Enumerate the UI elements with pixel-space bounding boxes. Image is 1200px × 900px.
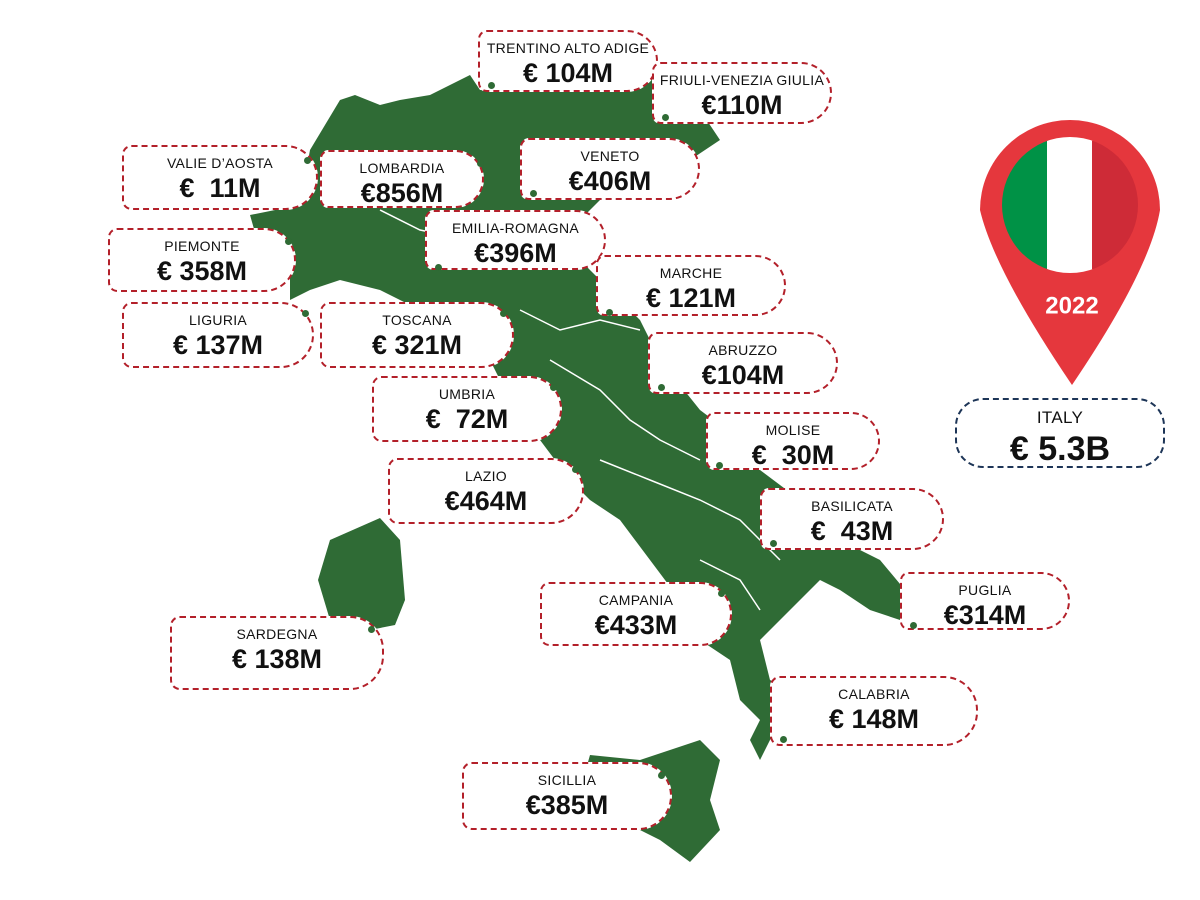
region-label: PUGLIA €314M: [900, 572, 1070, 630]
sardinia: [318, 518, 405, 632]
region-label: UMBRIA € 72M: [372, 376, 562, 442]
region-dot: [304, 157, 311, 164]
region-name: LAZIO: [465, 468, 507, 484]
year: 2022: [1045, 292, 1098, 319]
region-dot: [658, 384, 665, 391]
region-label: PIEMONTE € 358M: [108, 228, 296, 292]
region-value: € 72M: [425, 404, 509, 434]
total-value: € 5.3B: [1009, 430, 1111, 468]
region-label: CALABRIA € 148M: [770, 676, 978, 746]
region-value: € 30M: [751, 440, 835, 470]
region-name: SICILLIA: [537, 772, 597, 788]
region-name: SARDEGNA: [236, 626, 318, 642]
region-name: MOLISE: [765, 422, 821, 438]
region-label: SICILLIA €385M: [462, 762, 672, 830]
region-name: ABRUZZO: [708, 342, 778, 358]
region-value: € 11M: [179, 173, 261, 203]
region-value: €856M: [360, 178, 444, 208]
region-value: € 121M: [645, 283, 737, 313]
region-value: € 148M: [828, 704, 920, 734]
region-label: VALIE D’AOSTA € 11M: [122, 145, 318, 210]
pin: 2022: [980, 120, 1160, 385]
region-value: € 321M: [371, 330, 463, 360]
region-value: €396M: [474, 238, 557, 268]
region-value: €104M: [701, 360, 785, 390]
region-dot: [658, 772, 665, 779]
region-label: LIGURIA € 137M: [122, 302, 314, 368]
region-dot: [530, 190, 537, 197]
region-value: €385M: [525, 790, 609, 820]
region-label: MARCHE € 121M: [596, 255, 786, 316]
region-label: ABRUZZO €104M: [648, 332, 838, 394]
region-label: EMILIA-ROMAGNA €396M: [425, 210, 606, 271]
region-dot: [910, 622, 917, 629]
flag-white: [1047, 137, 1093, 273]
region-dot: [770, 540, 777, 547]
border: [699, 559, 761, 611]
region-dot: [572, 466, 579, 473]
region-value: €314M: [943, 600, 1027, 630]
region-dot: [488, 82, 495, 89]
region-value: €433M: [594, 610, 678, 640]
region-label: TRENTINO ALTO ADIGE € 104M: [478, 30, 658, 92]
region-value: € 358M: [156, 256, 248, 286]
region-label: CAMPANIA €433M: [540, 582, 732, 646]
region-name: UMBRIA: [438, 386, 496, 402]
region-name: TOSCANA: [382, 312, 452, 328]
region-name: LOMBARDIA: [359, 160, 445, 176]
region-label: SARDEGNA € 138M: [170, 616, 384, 690]
region-label: MOLISE € 30M: [706, 412, 880, 470]
region-dot: [477, 160, 484, 167]
region-dot: [368, 626, 375, 633]
region-name: FRIULI-VENEZIA GIULIA: [659, 72, 825, 88]
region-value: € 43M: [810, 516, 894, 546]
region-name: VALIE D’AOSTA: [166, 155, 274, 171]
region-name: LIGURIA: [188, 312, 248, 328]
region-label: TOSCANA € 321M: [320, 302, 514, 368]
region-label: LAZIO €464M: [388, 458, 584, 524]
region-label: VENETO €406M: [520, 138, 700, 200]
region-dot: [285, 238, 292, 245]
region-name: BASILICATA: [811, 498, 893, 514]
border: [549, 359, 701, 461]
region-dot: [500, 310, 507, 317]
total-label: ITALY € 5.3B: [955, 398, 1165, 468]
region-value: € 138M: [231, 644, 323, 674]
region-dot: [716, 462, 723, 469]
region-dot: [606, 309, 613, 316]
flag: [1002, 137, 1138, 273]
region-name: PIEMONTE: [164, 238, 240, 254]
border: [519, 309, 641, 331]
total-name: ITALY: [1036, 408, 1084, 427]
region-name: VENETO: [580, 148, 640, 164]
region-dot: [435, 264, 442, 271]
region-name: EMILIA-ROMAGNA: [451, 220, 580, 236]
region-name: CALABRIA: [838, 686, 910, 702]
region-name: PUGLIA: [958, 582, 1012, 598]
region-name: CAMPANIA: [598, 592, 674, 608]
region-value: €110M: [701, 90, 783, 120]
border: [599, 459, 781, 561]
region-label: FRIULI-VENEZIA GIULIA €110M: [652, 62, 832, 124]
region-dot: [780, 736, 787, 743]
region-label: BASILICATA € 43M: [760, 488, 944, 550]
region-dot: [302, 310, 309, 317]
region-dot: [662, 114, 669, 121]
region-dot: [550, 384, 557, 391]
region-value: €464M: [444, 486, 528, 516]
mainland: [250, 70, 905, 760]
region-name: MARCHE: [659, 265, 723, 281]
region-value: € 137M: [172, 330, 264, 360]
region-value: €406M: [568, 166, 652, 196]
region-label: LOMBARDIA €856M: [320, 150, 484, 208]
region-value: € 104M: [522, 58, 614, 88]
region-dot: [718, 590, 725, 597]
region-name: TRENTINO ALTO ADIGE: [486, 40, 650, 56]
